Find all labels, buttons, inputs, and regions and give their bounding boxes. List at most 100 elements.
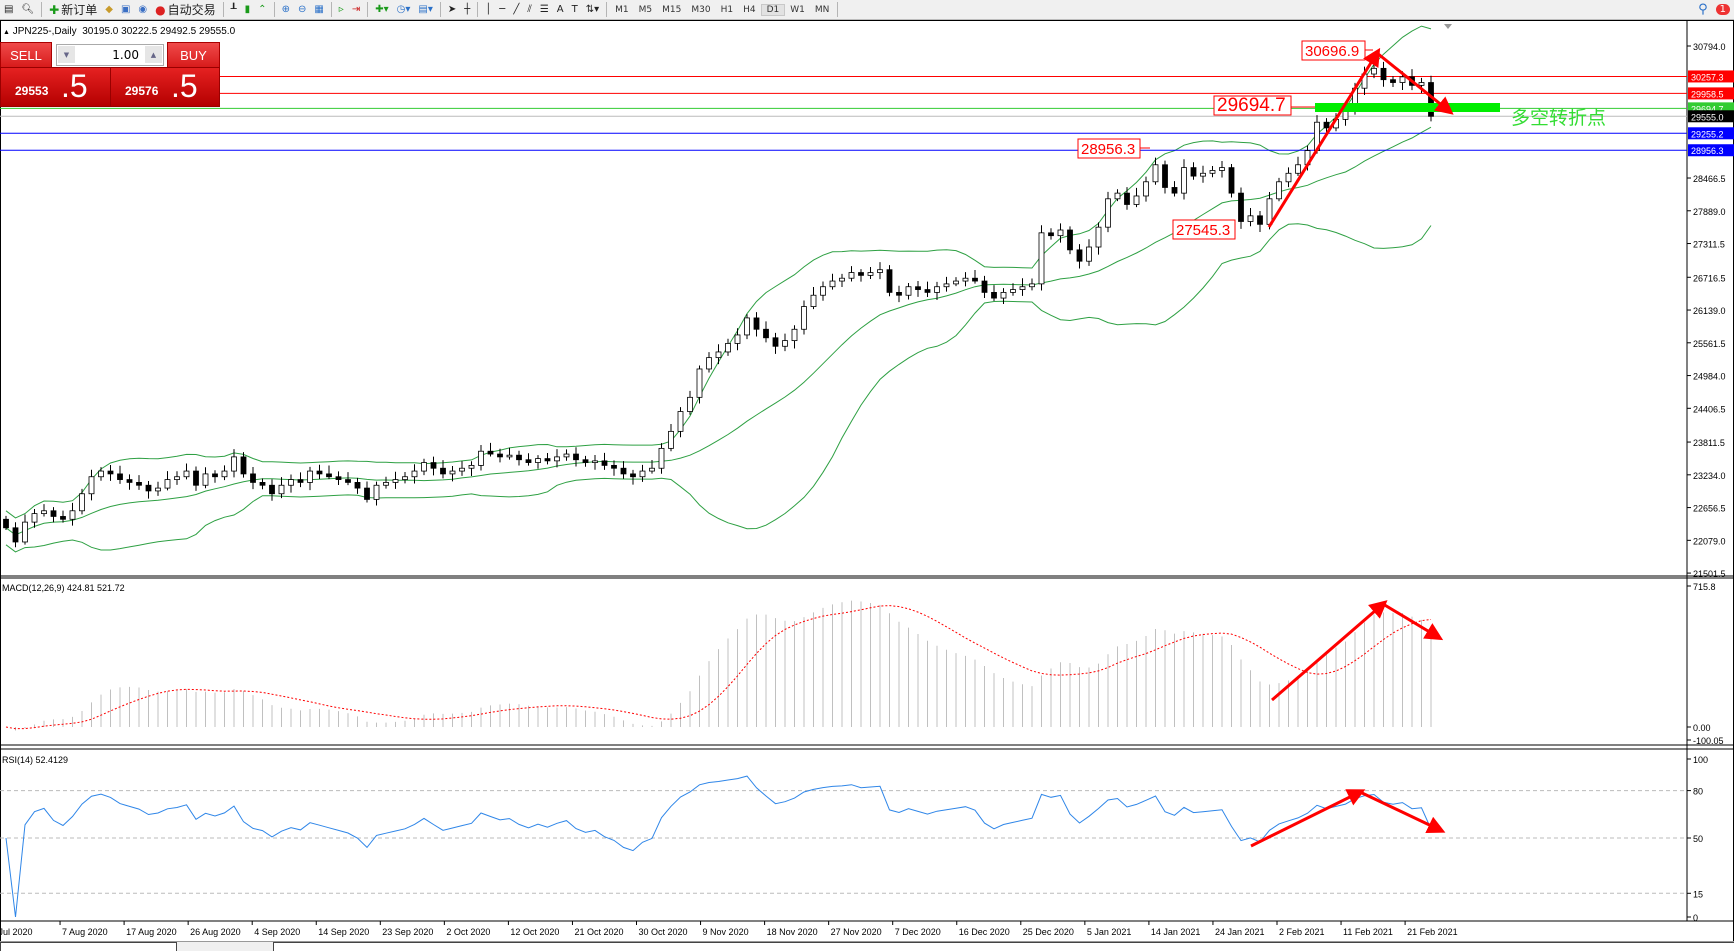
candle-body <box>221 470 228 478</box>
timeframe-h1[interactable]: H1 <box>720 4 734 15</box>
candle <box>326 465 332 480</box>
timeframe-m30[interactable]: M30 <box>691 4 711 15</box>
candle-body <box>1162 164 1168 188</box>
candle-body <box>1029 283 1035 288</box>
candle-body <box>345 479 351 483</box>
arrows-icon[interactable]: ⇅▾ <box>585 4 600 15</box>
timeframe-h4[interactable]: H4 <box>743 4 756 15</box>
crosshair-icon[interactable]: ┼ <box>464 4 471 15</box>
candle <box>221 465 228 481</box>
price-axis-label: 23811.5 <box>1693 438 1725 448</box>
periods-icon[interactable]: ◷▾ <box>396 4 411 15</box>
price-axis-label: 28466.5 <box>1693 174 1726 184</box>
zoom-out-icon[interactable]: ⊖ <box>297 4 307 15</box>
fibonacci-icon[interactable]: ☰ <box>539 4 549 15</box>
auto-trading-button[interactable]: ● 自动交易 <box>151 1 220 18</box>
tile-windows-icon[interactable]: ▦ <box>314 4 324 15</box>
text-label-icon[interactable]: T <box>571 4 578 15</box>
collapse-triangle-icon[interactable]: ▲ <box>3 29 10 36</box>
candle <box>297 472 304 488</box>
candle-body <box>896 291 902 296</box>
buy-price-button[interactable]: 29576 .5 <box>110 67 220 107</box>
candle-body <box>478 450 484 466</box>
candle-body <box>972 277 978 282</box>
candle <box>962 272 969 287</box>
date-axis-label: 7 Dec 2020 <box>895 927 941 937</box>
text-icon[interactable]: A <box>556 4 564 15</box>
candle-body <box>69 510 76 520</box>
new-order-button[interactable]: ✚ 新订单 <box>45 1 101 18</box>
date-axis-label: 2 Oct 2020 <box>446 927 490 937</box>
line-chart-icon[interactable]: ⌃ <box>258 4 267 15</box>
price-tag-text: 29958.5 <box>1691 89 1724 99</box>
candle-body <box>1418 82 1425 86</box>
bar-chart-icon[interactable]: ┸ <box>230 4 237 15</box>
new-chart-icon[interactable]: ▤ <box>4 4 14 15</box>
candle <box>1228 164 1235 198</box>
candle-body <box>269 484 275 495</box>
templates-icon[interactable]: ▤▾ <box>418 4 433 15</box>
sell-button[interactable]: SELL <box>0 42 52 68</box>
indicators-icon[interactable]: ✚▾ <box>375 4 389 15</box>
signals-icon[interactable]: ◉ <box>138 4 148 15</box>
terminal-icon[interactable]: ▣ <box>120 4 131 15</box>
chart-tab[interactable] <box>0 942 177 951</box>
rsi-axis-label: 80 <box>1693 787 1703 797</box>
chart-tab[interactable] <box>273 942 1734 951</box>
timeframe-m1[interactable]: M1 <box>615 4 629 15</box>
timeframe-m15[interactable]: M15 <box>662 4 682 15</box>
date-axis-label: 25 Dec 2020 <box>1023 927 1074 937</box>
vertical-line-icon[interactable]: │ <box>485 4 492 15</box>
candle <box>383 476 389 489</box>
autoscroll-icon[interactable]: ▹ <box>338 4 344 15</box>
horizontal-line-icon[interactable]: ─ <box>499 4 506 15</box>
equidistant-channel-icon[interactable]: ⫽ <box>527 4 532 15</box>
toolbar-divider <box>222 2 224 17</box>
candle <box>250 466 256 490</box>
candle-body <box>829 280 836 288</box>
candle-body <box>1181 167 1187 194</box>
candle-body <box>383 482 389 486</box>
candle-body <box>649 467 655 472</box>
rsi-label: RSI(14) 52.4129 <box>2 755 68 765</box>
candle <box>1067 226 1073 255</box>
ohlc-readout: 30195.0 30222.5 29492.5 29555.0 <box>82 26 236 37</box>
timeframe-m5[interactable]: M5 <box>638 4 653 15</box>
timeframe-mn[interactable]: MN <box>814 4 830 15</box>
chart-shift-icon[interactable]: ⇥ <box>351 4 361 15</box>
new-order-label: 新订单 <box>61 3 98 17</box>
candle-body <box>924 289 931 293</box>
candle-body <box>22 521 28 543</box>
zoom-in-icon[interactable]: ⊕ <box>281 4 290 15</box>
lot-decrease-icon[interactable]: ▼ <box>58 46 75 63</box>
candle-body <box>1114 192 1121 200</box>
timeframe-w1[interactable]: W1 <box>790 4 805 15</box>
candle <box>763 321 769 343</box>
candle <box>1010 283 1016 296</box>
candle <box>155 481 161 496</box>
candlestick-icon[interactable]: ▮ <box>244 4 251 15</box>
zoom-window-icon[interactable]: 🔍︎ <box>21 4 35 15</box>
sell-price-button[interactable]: 29553 .5 <box>0 67 111 107</box>
timeframe-d1[interactable]: D1 <box>760 3 786 16</box>
macd-axis-label: 715.8 <box>1693 582 1716 592</box>
candle <box>174 471 180 485</box>
candle <box>658 443 665 474</box>
candle-body <box>1390 79 1396 83</box>
cursor-icon[interactable]: ➤ <box>447 4 457 15</box>
buy-button[interactable]: BUY <box>167 42 220 68</box>
candle <box>50 507 57 523</box>
search-icon[interactable]: ⚲ <box>1698 2 1708 17</box>
candle <box>1057 223 1064 243</box>
trendline-icon[interactable]: ╱ <box>513 4 520 15</box>
date-axis-label: 30 Oct 2020 <box>639 927 688 937</box>
candle <box>1380 61 1387 87</box>
lot-increase-icon[interactable]: ▲ <box>145 46 162 63</box>
candle <box>573 447 579 467</box>
notifications-button[interactable]: 1 <box>1712 1 1734 18</box>
candle-body <box>440 467 446 475</box>
metaeditor-icon[interactable]: ◆ <box>105 4 113 15</box>
lot-size-input[interactable]: ▼ 1.00 ▲ <box>56 44 164 66</box>
candle <box>848 266 855 282</box>
